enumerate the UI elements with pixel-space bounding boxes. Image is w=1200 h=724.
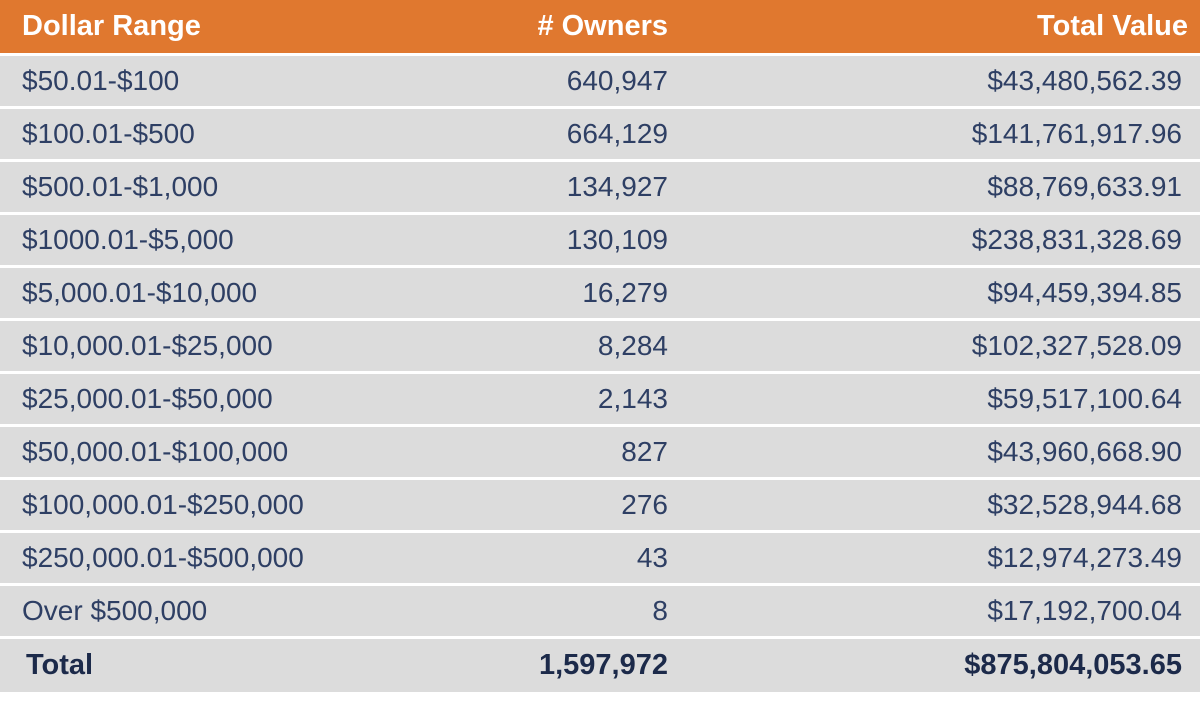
cell-dollar-range: $10,000.01-$25,000 [22, 329, 273, 361]
cell-dollar-range: $1000.01-$5,000 [22, 223, 234, 255]
table-row: $50.01-$100 640,947 $43,480,562.39 [0, 54, 1200, 107]
cell-dollar-range: $100,000.01-$250,000 [22, 488, 304, 520]
cell-dollar-range: $100.01-$500 [22, 117, 195, 149]
total-row: Total 1,597,972 $875,804,053.65 [0, 637, 1200, 692]
table-row: $1000.01-$5,000 130,109 $238,831,328.69 [0, 213, 1200, 266]
table-row: $25,000.01-$50,000 2,143 $59,517,100.64 [0, 372, 1200, 425]
total-owners: 1,597,972 [538, 648, 668, 681]
cell-total-value: $141,761,917.96 [971, 117, 1182, 149]
cell-owners: 134,927 [566, 170, 668, 202]
cell-dollar-range: Over $500,000 [22, 594, 208, 626]
cell-total-value: $88,769,633.91 [987, 170, 1182, 202]
table-row: $50,000.01-$100,000 827 $43,960,668.90 [0, 425, 1200, 478]
table-row: $5,000.01-$10,000 16,279 $94,459,394.85 [0, 266, 1200, 319]
cell-dollar-range: $500.01-$1,000 [22, 170, 219, 202]
cell-total-value: $12,974,273.49 [987, 541, 1182, 573]
cell-total-value: $43,480,562.39 [987, 64, 1182, 96]
cell-total-value: $238,831,328.69 [971, 223, 1182, 255]
cell-dollar-range: $25,000.01-$50,000 [22, 382, 273, 414]
header-row: Dollar Range # Owners Total Value [0, 0, 1200, 54]
cell-owners: 8,284 [597, 329, 668, 361]
cell-owners: 16,279 [582, 276, 668, 308]
cell-total-value: $94,459,394.85 [987, 276, 1182, 308]
cell-total-value: $59,517,100.64 [987, 382, 1182, 414]
total-label: Total [26, 648, 94, 681]
table-row: $100,000.01-$250,000 276 $32,528,944.68 [0, 478, 1200, 531]
cell-owners: 640,947 [566, 64, 668, 96]
header-owners: # Owners [537, 9, 668, 42]
header-total-value: Total Value [1037, 9, 1188, 42]
table-row: $250,000.01-$500,000 43 $12,974,273.49 [0, 531, 1200, 584]
cell-owners: 276 [621, 488, 668, 520]
cell-total-value: $43,960,668.90 [987, 435, 1182, 467]
table-row: Over $500,000 8 $17,192,700.04 [0, 584, 1200, 637]
table-body: $50.01-$100 640,947 $43,480,562.39 $100.… [0, 54, 1200, 692]
header-dollar-range: Dollar Range [22, 9, 201, 42]
cell-dollar-range: $5,000.01-$10,000 [22, 276, 258, 308]
cell-owners: 827 [621, 435, 668, 467]
cell-total-value: $102,327,528.09 [971, 329, 1182, 361]
cell-owners: 43 [636, 541, 668, 573]
total-value: $875,804,053.65 [964, 648, 1182, 681]
cell-dollar-range: $50.01-$100 [22, 64, 180, 96]
dollar-range-table: Dollar Range # Owners Total Value $50.01… [0, 0, 1200, 692]
table-header: Dollar Range # Owners Total Value [0, 0, 1200, 54]
cell-owners: 2,143 [597, 382, 668, 414]
cell-dollar-range: $50,000.01-$100,000 [22, 435, 289, 467]
cell-dollar-range: $250,000.01-$500,000 [22, 541, 304, 573]
cell-total-value: $32,528,944.68 [987, 488, 1182, 520]
cell-owners: 8 [652, 594, 668, 626]
cell-owners: 664,129 [566, 117, 668, 149]
table-row: $10,000.01-$25,000 8,284 $102,327,528.09 [0, 319, 1200, 372]
table-row: $500.01-$1,000 134,927 $88,769,633.91 [0, 160, 1200, 213]
cell-owners: 130,109 [566, 223, 668, 255]
cell-total-value: $17,192,700.04 [987, 594, 1182, 626]
table-row: $100.01-$500 664,129 $141,761,917.96 [0, 107, 1200, 160]
